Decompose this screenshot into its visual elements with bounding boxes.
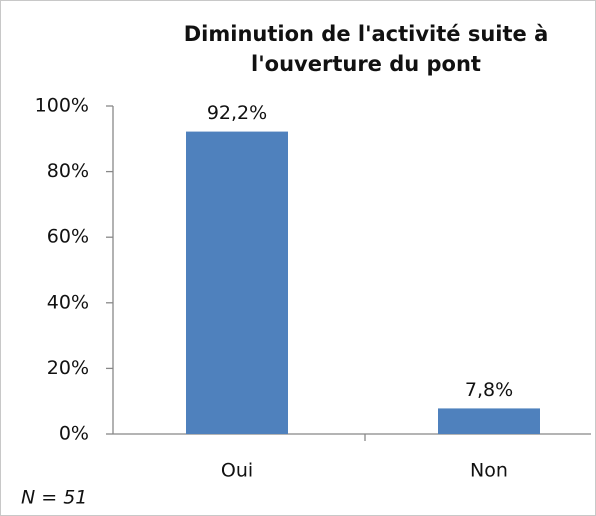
- y-tick-label: 80%: [47, 160, 89, 182]
- chart-title: Diminution de l'activité suite à l'ouver…: [183, 22, 549, 76]
- annotation: N = 51: [21, 487, 87, 509]
- x-tick-label: Oui: [221, 460, 253, 482]
- y-tick-label: 40%: [47, 291, 89, 313]
- y-tick-label: 60%: [47, 226, 89, 248]
- x-tick-label: Non: [470, 460, 508, 482]
- y-tick-label: 20%: [47, 357, 89, 379]
- bar: [186, 131, 288, 435]
- value-label: 7,8%: [465, 379, 513, 401]
- y-tick-label: 100%: [35, 95, 89, 117]
- y-tick-label: 0%: [59, 423, 89, 445]
- value-label: 92,2%: [207, 102, 267, 124]
- bar: [438, 408, 540, 434]
